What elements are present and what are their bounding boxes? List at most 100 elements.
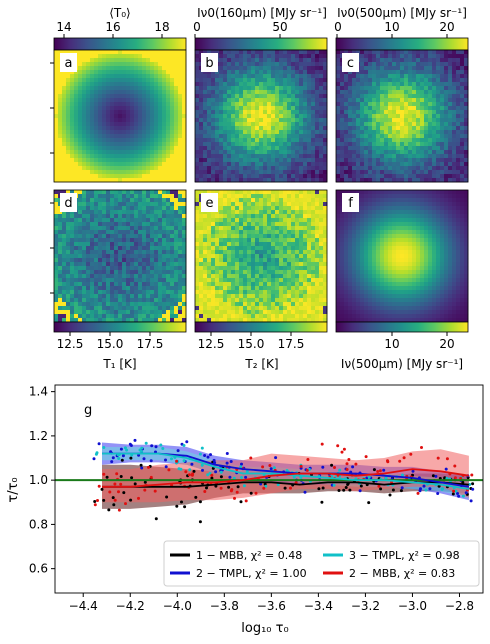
pixel (86, 286, 91, 291)
pixel (344, 134, 349, 139)
pixel (82, 62, 87, 67)
pixel (118, 162, 123, 167)
pixel (307, 154, 312, 159)
colorbar-b-label: Iν0(160μm) [MJy sr⁻¹] (197, 6, 327, 20)
pixel (259, 122, 264, 127)
pixel (408, 82, 413, 87)
pixel (307, 82, 312, 87)
pixel (323, 114, 328, 119)
pixel (106, 162, 111, 167)
pixel (102, 162, 107, 167)
pixel (182, 294, 187, 299)
pixel (142, 130, 147, 135)
pixel (420, 94, 425, 99)
pixel (90, 282, 95, 287)
pixel (195, 74, 200, 79)
pixel (307, 178, 312, 183)
pixel (150, 134, 155, 139)
pixel (271, 162, 276, 167)
pixel (138, 238, 143, 243)
pixel (90, 78, 95, 83)
pixel (146, 294, 151, 299)
pixel (315, 54, 320, 59)
pixel (182, 254, 187, 259)
pixel (154, 154, 159, 159)
pixel (114, 170, 119, 175)
pixel (82, 54, 87, 59)
pixel (464, 54, 469, 59)
pixel (348, 114, 353, 119)
pixel (432, 162, 437, 167)
pixel (195, 86, 200, 91)
pixel (223, 50, 228, 55)
pixel (247, 170, 252, 175)
pixel (287, 58, 292, 63)
pixel (464, 78, 469, 83)
pixel (154, 238, 159, 243)
pixel (90, 102, 95, 107)
pixel (243, 78, 248, 83)
pixel (130, 102, 135, 107)
pixel (70, 130, 75, 135)
pixel (380, 78, 385, 83)
pixel (98, 110, 103, 115)
pixel (279, 154, 284, 159)
pixel (460, 158, 465, 163)
pixel (227, 162, 232, 167)
pixel (404, 170, 409, 175)
pixel (174, 70, 179, 75)
pixel (146, 210, 151, 215)
pixel (182, 170, 187, 175)
pixel (62, 278, 67, 283)
pixel (323, 102, 328, 107)
pixel (203, 262, 208, 267)
pixel (259, 54, 264, 59)
pixel (315, 214, 320, 219)
pixel (243, 158, 248, 163)
pixel (364, 134, 369, 139)
pixel (400, 90, 405, 95)
pixel (424, 134, 429, 139)
pixel (142, 258, 147, 263)
pixel (199, 258, 204, 263)
pixel (251, 234, 256, 239)
pixel (130, 306, 135, 311)
colorbar-d-ticks: 12.5 15.0 17.5 (57, 332, 163, 351)
pixel (94, 210, 99, 215)
pixel (235, 150, 240, 155)
pixel (130, 302, 135, 307)
pixel (126, 270, 131, 275)
pixel (416, 166, 421, 171)
pixel (106, 146, 111, 151)
pixel (98, 202, 103, 207)
pixel (376, 166, 381, 171)
pixel (126, 222, 131, 227)
pixel (356, 106, 361, 111)
pixel (299, 106, 304, 111)
pixel (207, 210, 212, 215)
pixel (279, 126, 284, 131)
pixel (138, 302, 143, 307)
pixel (239, 158, 244, 163)
pixel (94, 50, 99, 55)
pixel (416, 178, 421, 183)
pixel (259, 114, 264, 119)
pixel (142, 194, 147, 199)
pixel (283, 118, 288, 123)
pixel (291, 166, 296, 171)
pixel (122, 234, 127, 239)
pixel (98, 274, 103, 279)
pixel (86, 318, 91, 323)
pixel (106, 214, 111, 219)
pixel (114, 314, 119, 319)
pixel (54, 286, 59, 291)
pixel (142, 318, 147, 323)
pixel (400, 86, 405, 91)
pixel (283, 238, 288, 243)
pixel (110, 118, 115, 123)
pixel (66, 134, 71, 139)
pixel (118, 142, 123, 147)
pixel (315, 146, 320, 151)
pixel (174, 50, 179, 55)
pixel (154, 222, 159, 227)
